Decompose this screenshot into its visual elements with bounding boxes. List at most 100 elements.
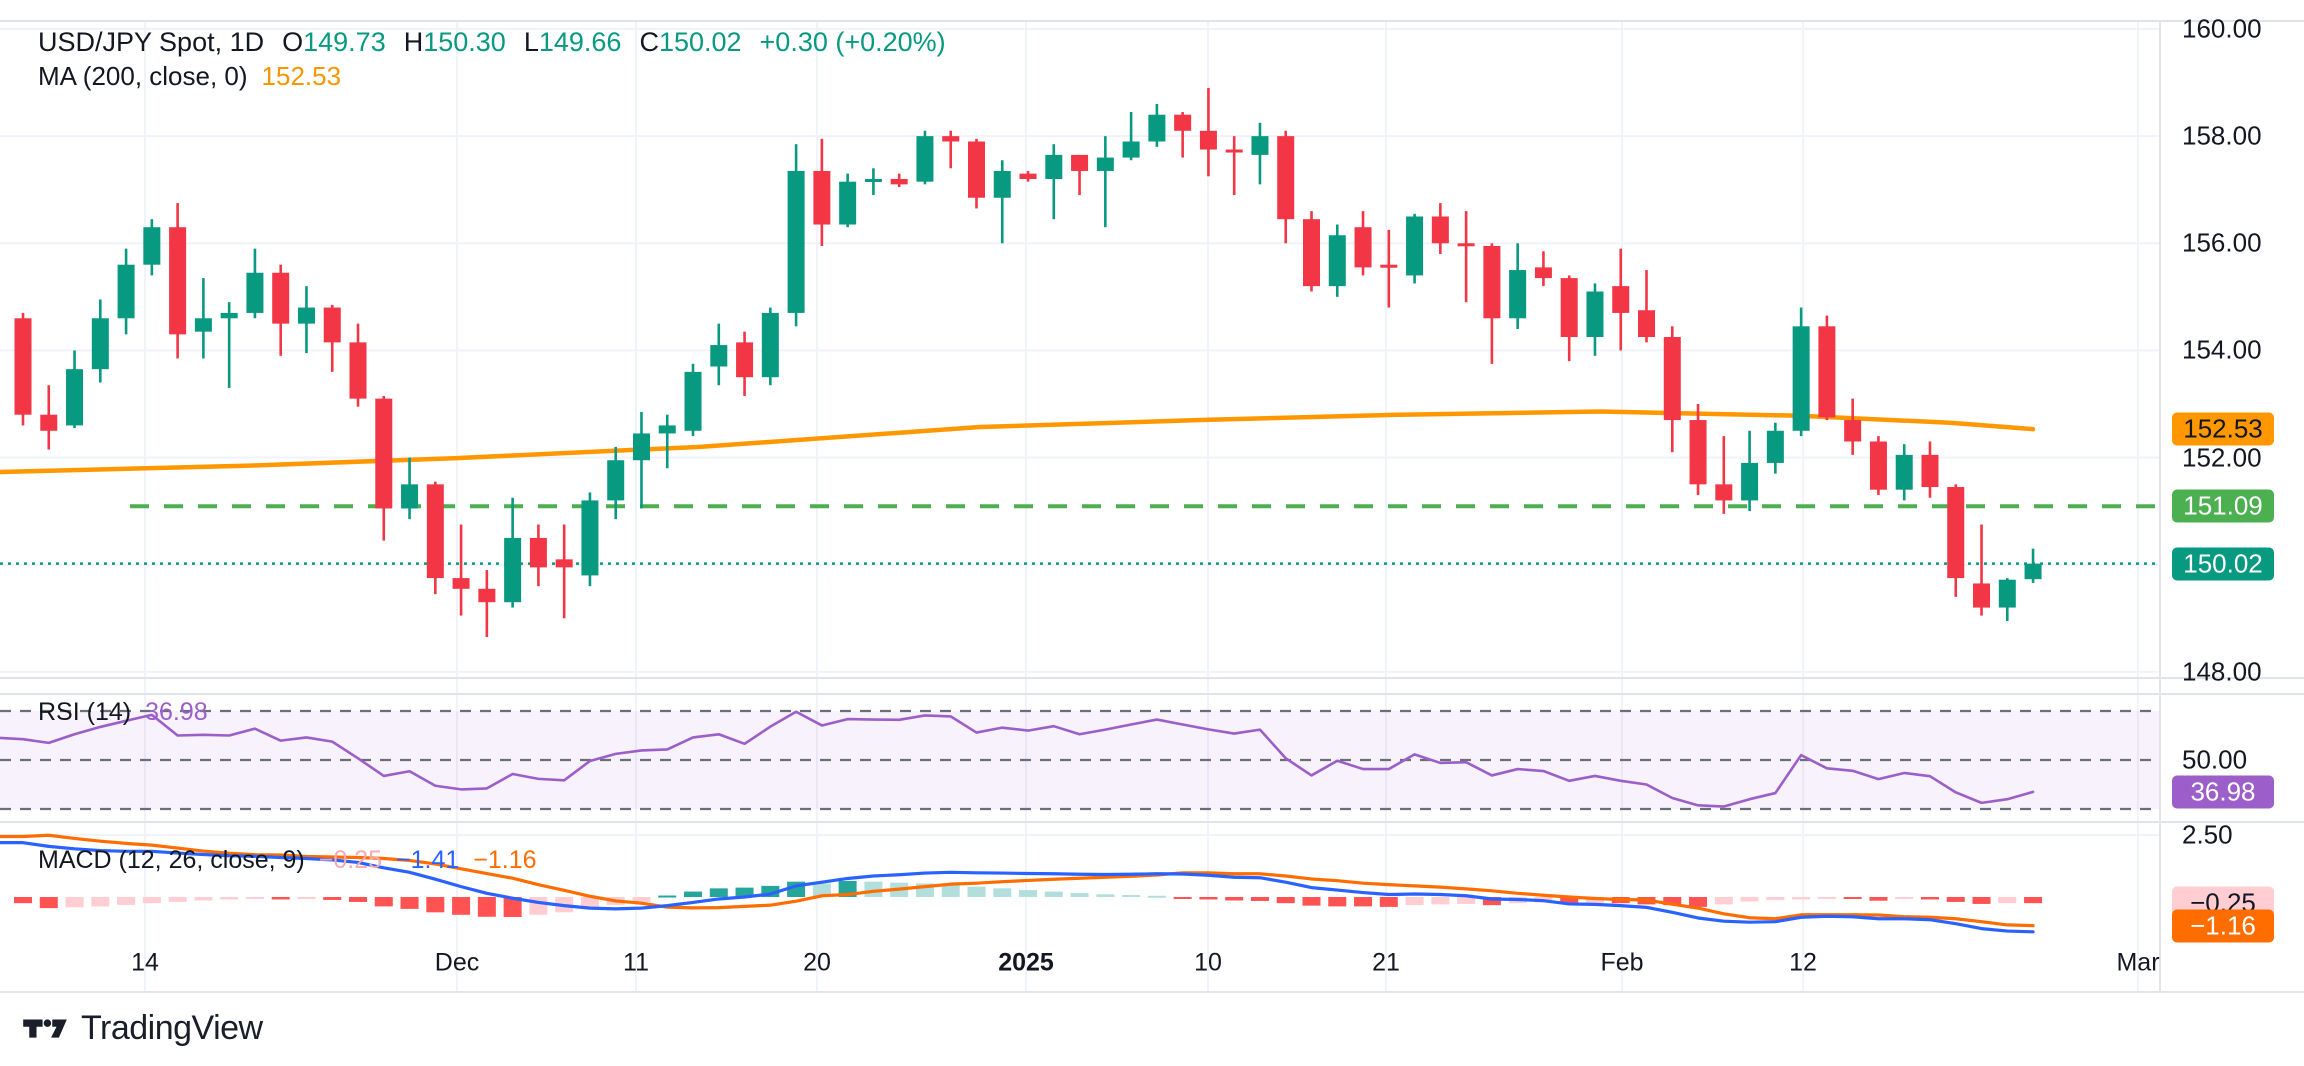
candle[interactable] (1663, 326, 1681, 453)
candle[interactable] (1328, 224, 1346, 297)
candle[interactable] (1998, 578, 2016, 621)
macd-histogram-bar (400, 897, 419, 909)
macd-histogram-bar (65, 897, 84, 908)
candle[interactable] (1045, 144, 1063, 220)
candle[interactable] (890, 173, 908, 188)
candle[interactable] (401, 457, 419, 520)
candle[interactable] (1199, 87, 1217, 177)
macd-histogram-bar (529, 897, 548, 915)
candle[interactable] (813, 138, 831, 246)
macd-main-line (0, 841, 2035, 934)
candle[interactable] (1844, 398, 1862, 455)
candle[interactable] (1148, 103, 1166, 147)
candle[interactable] (1225, 136, 1243, 196)
candle[interactable] (1612, 248, 1630, 351)
candle[interactable] (1457, 211, 1475, 303)
candle[interactable] (169, 203, 187, 359)
candle[interactable] (1406, 213, 1424, 284)
ma-legend[interactable]: MA (200, close, 0) 152.53 (38, 61, 341, 92)
candle[interactable] (504, 497, 522, 608)
candle[interactable] (684, 363, 702, 437)
candle[interactable] (1071, 154, 1089, 196)
candle[interactable] (1947, 484, 1965, 597)
candle[interactable] (916, 130, 934, 185)
candle[interactable] (1122, 112, 1140, 161)
candle[interactable] (220, 302, 238, 388)
candle[interactable] (942, 130, 960, 169)
candle[interactable] (1973, 524, 1991, 616)
macd-legend[interactable]: MACD (12, 26, close, 9) −0.25 −1.41 −1.1… (38, 846, 537, 875)
candle[interactable] (1869, 436, 1887, 496)
candle[interactable] (993, 160, 1011, 244)
time-tick-label: 12 (1789, 948, 1817, 977)
candle[interactable] (1766, 422, 1784, 474)
candle[interactable] (91, 299, 109, 383)
candle[interactable] (375, 395, 393, 541)
candle[interactable] (323, 304, 341, 372)
candle[interactable] (581, 492, 599, 587)
candle[interactable] (1638, 270, 1656, 343)
macd-histogram-bar (194, 897, 213, 901)
candle[interactable] (632, 412, 650, 509)
candle[interactable] (1534, 251, 1552, 287)
symbol-legend[interactable]: USD/JPY Spot, 1D O 149.73 H 150.30 L 149.66… (38, 27, 946, 58)
macd-histogram-bar (1096, 894, 1115, 897)
macd-histogram-bar (1199, 897, 1218, 900)
candle[interactable] (1921, 441, 1939, 498)
candle[interactable] (1483, 243, 1501, 364)
macd-histogram-bar (1147, 895, 1166, 898)
candle[interactable] (761, 307, 779, 386)
candle[interactable] (1689, 403, 1707, 496)
candle[interactable] (272, 264, 290, 356)
candle[interactable] (1380, 229, 1398, 308)
candle[interactable] (555, 524, 573, 619)
candle[interactable] (967, 138, 985, 209)
candle[interactable] (1354, 211, 1372, 276)
candle[interactable] (1586, 283, 1604, 356)
candle[interactable] (1509, 243, 1527, 329)
candle[interactable] (452, 524, 470, 616)
candle[interactable] (607, 446, 625, 520)
candle[interactable] (297, 286, 315, 354)
candle[interactable] (839, 173, 857, 228)
candle[interactable] (1019, 170, 1037, 182)
candle[interactable] (1818, 315, 1836, 421)
candle[interactable] (2024, 548, 2042, 583)
candle[interactable] (1560, 275, 1578, 362)
candle[interactable] (864, 168, 882, 196)
candle[interactable] (658, 414, 676, 469)
macd-histogram-bar (1766, 897, 1785, 900)
candle[interactable] (1174, 112, 1192, 158)
candle[interactable] (117, 248, 135, 335)
macd-histogram-bar (1482, 897, 1501, 906)
candle[interactable] (1277, 130, 1295, 244)
candle[interactable] (1715, 436, 1733, 514)
tradingview-branding[interactable]: TradingView (22, 1008, 263, 1048)
candle[interactable] (1303, 211, 1320, 292)
candle[interactable] (1895, 444, 1913, 501)
rsi-legend[interactable]: RSI (14) 36.98 (38, 698, 208, 727)
candle[interactable] (426, 481, 444, 595)
candle[interactable] (1431, 203, 1449, 254)
candle[interactable] (1096, 136, 1114, 228)
candle[interactable] (736, 331, 754, 396)
candle[interactable] (1792, 307, 1810, 437)
candle[interactable] (710, 323, 728, 386)
candle[interactable] (787, 144, 805, 327)
candle[interactable] (246, 248, 264, 319)
candle[interactable] (1741, 430, 1759, 512)
candle[interactable] (529, 524, 547, 587)
candle[interactable] (14, 312, 32, 426)
candle[interactable] (349, 323, 367, 407)
price-tick-label: 152.00 (2182, 442, 2262, 473)
candle[interactable] (478, 570, 496, 638)
macd-histogram-bar (1998, 897, 2017, 904)
candle[interactable] (143, 219, 161, 276)
macd-histogram-bar (1920, 897, 1939, 900)
candle[interactable] (1251, 122, 1269, 185)
candle[interactable] (194, 278, 212, 359)
rsi-label: RSI (14) (38, 698, 132, 726)
candle[interactable] (40, 385, 58, 450)
candle[interactable] (66, 350, 84, 429)
